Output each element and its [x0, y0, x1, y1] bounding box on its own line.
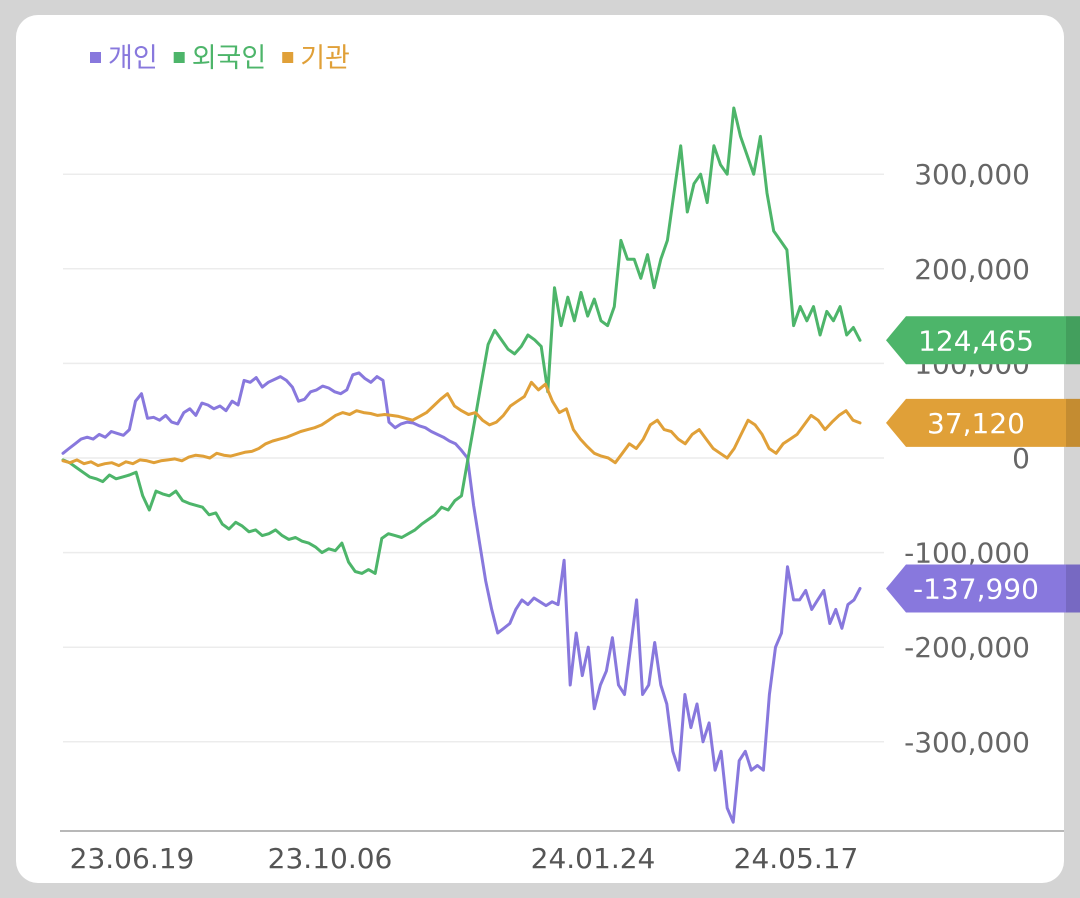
legend-label: 기관 [300, 43, 350, 74]
last-value-tag [886, 564, 1080, 613]
last-value-tag-edge [1066, 316, 1080, 365]
series-lines [61, 106, 862, 824]
y-tick-label: -300,000 [904, 726, 1030, 759]
gridlines [63, 173, 884, 743]
x-tick-label: 24.01.24 [531, 842, 656, 875]
last-value-label: 124,465 [918, 324, 1034, 357]
x-tick-label: 23.06.19 [70, 842, 195, 875]
y-tick-label: -100,000 [904, 537, 1030, 570]
x-tick-label: 23.10.06 [268, 842, 393, 875]
series-line [61, 371, 862, 824]
legend-label: 개인 [108, 43, 158, 74]
series-line [61, 106, 862, 575]
last-value-tag [886, 398, 1080, 447]
y-tick-label: 300,000 [914, 158, 1030, 191]
y-axis-labels: 300,000200,000100,0000-100,000-200,000-3… [904, 158, 1030, 759]
legend: 개인 외국인 기관 [90, 43, 350, 74]
last-value-tag [886, 316, 1080, 365]
last-value-tag-edge [1066, 564, 1080, 613]
legend-swatch [282, 52, 294, 63]
y-tick-label: 200,000 [914, 253, 1030, 286]
series-line [61, 380, 862, 468]
x-axis-labels: 23.06.19 23.10.06 24.01.24 24.05.17 [70, 842, 859, 875]
last-value-tags: -137,990 124,465 37,120 [886, 316, 1080, 613]
last-value-tag-edge [1066, 398, 1080, 447]
legend-swatch [173, 52, 185, 63]
y-tick-label: -200,000 [904, 631, 1030, 664]
y-tick-label: 0 [1012, 442, 1030, 475]
legend-swatch [90, 52, 101, 63]
last-value-label: 37,120 [927, 407, 1025, 440]
legend-label: 외국인 [192, 43, 267, 74]
last-value-label: -137,990 [913, 573, 1039, 606]
x-tick-label: 24.05.17 [734, 842, 859, 875]
chart-card [16, 15, 1064, 883]
